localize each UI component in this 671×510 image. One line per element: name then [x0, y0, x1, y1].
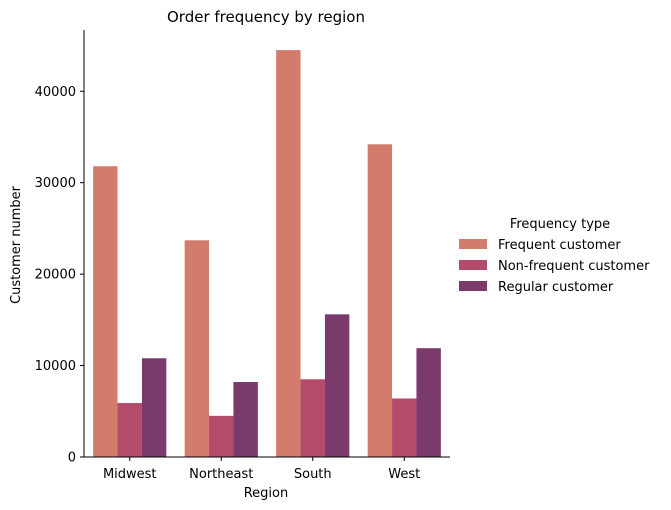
y-tick-label: 30000: [35, 176, 76, 191]
chart-title: Order frequency by region: [167, 8, 365, 26]
y-tick-label: 20000: [35, 268, 76, 283]
legend-swatch: [459, 281, 487, 291]
bar-south-frequent-customer: [276, 50, 301, 458]
bar-south-non-frequent-customer: [300, 379, 325, 457]
x-axis: Midwest Northeast South West: [84, 456, 450, 482]
legend: Frequency type Frequent customer Non-freq…: [459, 217, 650, 295]
bar-midwest-frequent-customer: [93, 166, 118, 458]
legend-title: Frequency type: [510, 217, 610, 232]
bar-west-regular-customer: [416, 348, 441, 457]
y-tick-label: 10000: [35, 359, 76, 374]
bar-northeast-regular-customer: [233, 382, 258, 457]
y-axis: 0 10000 20000 30000 40000: [35, 30, 85, 466]
legend-label: Regular customer: [498, 280, 614, 295]
bar-south-regular-customer: [324, 314, 350, 457]
bar-west-non-frequent-customer: [392, 398, 417, 457]
x-tick-label: Northeast: [189, 467, 253, 482]
bars-group: [93, 50, 441, 458]
bar-midwest-non-frequent-customer: [117, 403, 142, 457]
x-tick-label: Midwest: [103, 467, 157, 482]
x-tick-label: West: [388, 467, 420, 482]
legend-swatch: [459, 239, 487, 249]
y-tick-label: 40000: [35, 85, 76, 100]
y-tick-label: 0: [68, 451, 76, 466]
bar-northeast-non-frequent-customer: [209, 415, 234, 457]
x-tick-label: South: [294, 467, 332, 482]
legend-label: Non-frequent customer: [498, 259, 650, 274]
bar-west-frequent-customer: [367, 144, 393, 458]
legend-swatch: [459, 260, 487, 270]
x-axis-label: Region: [244, 486, 289, 501]
y-axis-label: Customer number: [9, 185, 24, 304]
bar-northeast-frequent-customer: [184, 240, 210, 457]
legend-label: Frequent customer: [498, 238, 621, 253]
bar-midwest-regular-customer: [141, 358, 167, 457]
